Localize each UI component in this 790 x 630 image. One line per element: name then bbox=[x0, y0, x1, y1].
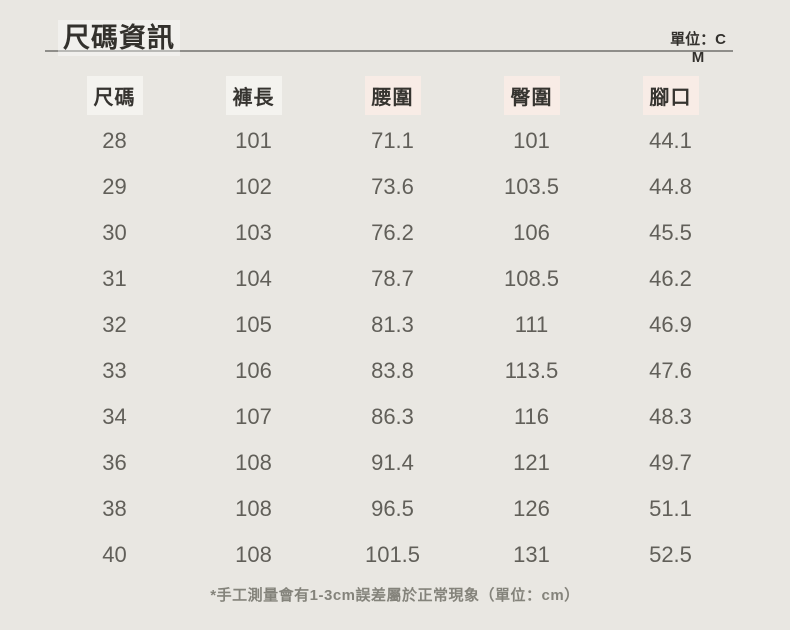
table-cell: 32 bbox=[102, 312, 127, 337]
table-cell: 36 bbox=[102, 450, 127, 475]
table-cell: 101 bbox=[235, 128, 272, 153]
table-cell: 71.1 bbox=[371, 128, 414, 153]
table-cell: 96.5 bbox=[371, 496, 414, 521]
table-cell: 81.3 bbox=[371, 312, 414, 337]
column-header-waist: 腰圍 bbox=[323, 72, 462, 118]
table-cell: 113.5 bbox=[504, 358, 559, 383]
table-cell: 51.1 bbox=[649, 496, 692, 521]
table-row: 34 107 86.3 116 48.3 bbox=[45, 394, 740, 440]
table-row: 28 101 71.1 101 44.1 bbox=[45, 118, 740, 164]
table-cell: 108 bbox=[235, 542, 272, 567]
table-cell: 103.5 bbox=[503, 174, 560, 199]
table-cell: 102 bbox=[235, 174, 272, 199]
table-cell: 106 bbox=[513, 220, 550, 245]
table-cell: 46.2 bbox=[649, 266, 692, 291]
table-cell: 83.8 bbox=[371, 358, 414, 383]
column-header-hip: 臀圍 bbox=[462, 72, 601, 118]
column-header-size: 尺碼 bbox=[45, 72, 184, 118]
table-row: 40 108 101.5 131 52.5 bbox=[45, 532, 740, 578]
table-cell: 28 bbox=[102, 128, 127, 153]
table-cell: 44.1 bbox=[649, 128, 692, 153]
table-row: 36 108 91.4 121 49.7 bbox=[45, 440, 740, 486]
table-cell: 103 bbox=[235, 220, 272, 245]
column-header-leg-opening: 腳口 bbox=[601, 72, 740, 118]
table-cell: 52.5 bbox=[649, 542, 692, 567]
table-cell: 126 bbox=[513, 496, 550, 521]
column-header-hip-label: 臀圍 bbox=[503, 75, 560, 115]
table-cell: 105 bbox=[235, 312, 272, 337]
table-cell: 45.5 bbox=[649, 220, 692, 245]
table-cell: 33 bbox=[102, 358, 127, 383]
table-cell: 107 bbox=[235, 404, 272, 429]
table-cell: 101.5 bbox=[364, 542, 421, 567]
table-cell: 34 bbox=[102, 404, 127, 429]
table-cell: 111 bbox=[514, 312, 549, 337]
table-cell: 91.4 bbox=[371, 450, 414, 475]
table-row: 38 108 96.5 126 51.1 bbox=[45, 486, 740, 532]
table-row: 32 105 81.3 111 46.9 bbox=[45, 302, 740, 348]
column-header-leg-opening-label: 腳口 bbox=[642, 75, 699, 115]
table-row: 29 102 73.6 103.5 44.8 bbox=[45, 164, 740, 210]
table-header-row: 尺碼 褲長 腰圍 臀圍 腳口 bbox=[45, 72, 740, 118]
table-cell: 30 bbox=[102, 220, 127, 245]
unit-label: 單位：CM bbox=[670, 31, 726, 66]
table-cell: 76.2 bbox=[371, 220, 414, 245]
table-row: 30 103 76.2 106 45.5 bbox=[45, 210, 740, 256]
table-cell: 73.6 bbox=[371, 174, 414, 199]
table-cell: 47.6 bbox=[649, 358, 692, 383]
table-row: 31 104 78.7 108.5 46.2 bbox=[45, 256, 740, 302]
table-cell: 108.5 bbox=[503, 266, 560, 291]
column-header-pant-length-label: 褲長 bbox=[225, 75, 282, 115]
table-cell: 40 bbox=[102, 542, 127, 567]
table-cell: 44.8 bbox=[649, 174, 692, 199]
table-cell: 38 bbox=[102, 496, 127, 521]
header-divider bbox=[45, 50, 733, 52]
size-table: 尺碼 褲長 腰圍 臀圍 腳口 28 101 71.1 101 44.1 29 1… bbox=[45, 72, 740, 578]
page-title: 尺碼資訊 bbox=[58, 20, 180, 56]
table-cell: 121 bbox=[513, 450, 550, 475]
panel-header: 尺碼資訊 單位：CM bbox=[0, 0, 790, 66]
column-header-waist-label: 腰圍 bbox=[364, 75, 421, 115]
table-cell: 46.9 bbox=[649, 312, 692, 337]
table-cell: 29 bbox=[102, 174, 127, 199]
table-cell: 86.3 bbox=[371, 404, 414, 429]
measurement-note: *手工測量會有1-3cm誤差屬於正常現象（單位：cm） bbox=[210, 587, 580, 604]
table-cell: 131 bbox=[513, 542, 550, 567]
table-cell: 106 bbox=[235, 358, 272, 383]
table-cell: 49.7 bbox=[649, 450, 692, 475]
size-chart-panel: 尺碼資訊 單位：CM 尺碼 褲長 腰圍 臀圍 腳口 28 101 71.1 10… bbox=[0, 0, 790, 604]
table-cell: 31 bbox=[102, 266, 127, 291]
column-header-pant-length: 褲長 bbox=[184, 72, 323, 118]
column-header-size-label: 尺碼 bbox=[86, 75, 143, 115]
table-cell: 104 bbox=[235, 266, 272, 291]
table-cell: 78.7 bbox=[371, 266, 414, 291]
table-cell: 116 bbox=[513, 404, 550, 429]
table-cell: 101 bbox=[513, 128, 550, 153]
table-cell: 108 bbox=[235, 450, 272, 475]
table-cell: 48.3 bbox=[649, 404, 692, 429]
table-row: 33 106 83.8 113.5 47.6 bbox=[45, 348, 740, 394]
table-cell: 108 bbox=[235, 496, 272, 521]
